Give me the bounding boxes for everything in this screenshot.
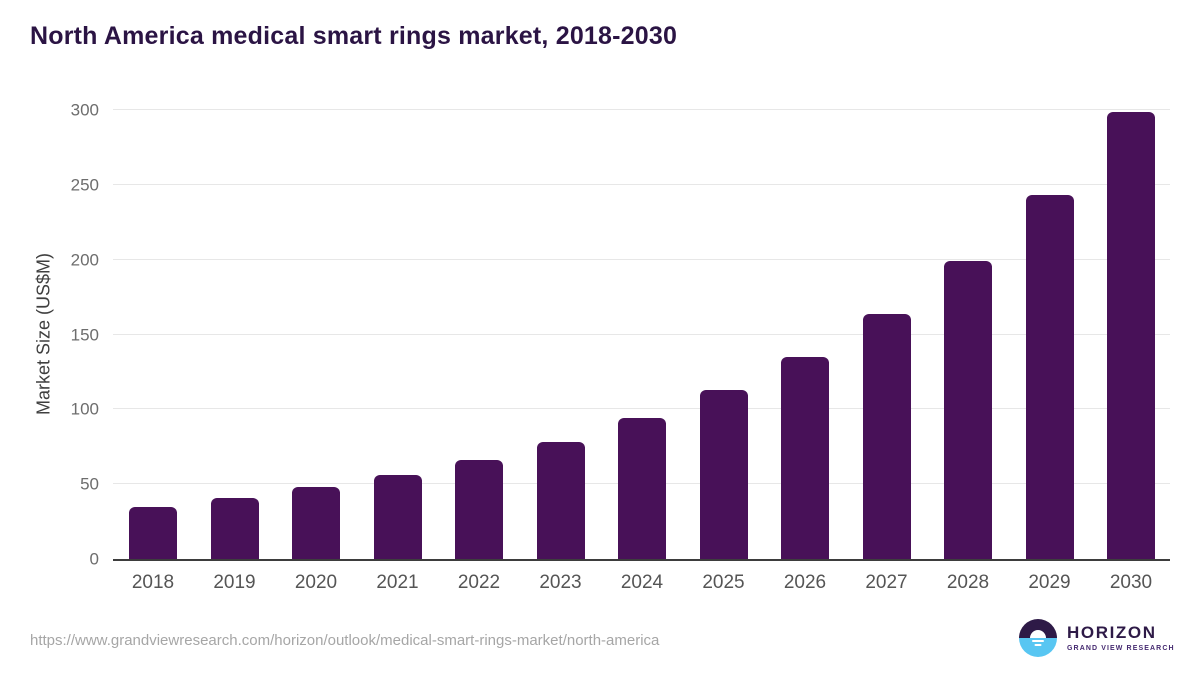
x-axis-tick-label: 2019 bbox=[213, 572, 256, 593]
bar-2027 bbox=[862, 313, 911, 559]
logo-icon-sky bbox=[1019, 619, 1057, 638]
x-axis-tick-label: 2027 bbox=[865, 572, 908, 593]
bar-2030 bbox=[1107, 111, 1155, 559]
logo-icon-sea bbox=[1019, 638, 1057, 657]
y-axis-tick-label: 200 bbox=[70, 250, 99, 270]
x-axis-tick-label: 2021 bbox=[376, 572, 419, 593]
x-axis-tick-label: 2024 bbox=[620, 572, 664, 593]
y-axis-tick-label: 300 bbox=[70, 100, 99, 120]
gridline bbox=[113, 333, 1170, 335]
bar-2020 bbox=[292, 487, 340, 559]
horizon-logo: HORIZON GRAND VIEW RESEARCH bbox=[1019, 619, 1175, 657]
x-axis-tick-label: 2022 bbox=[457, 572, 501, 593]
x-axis-tick-label: 2028 bbox=[946, 572, 990, 593]
bar-2022 bbox=[455, 460, 503, 559]
bar-2018 bbox=[129, 506, 177, 559]
x-axis-tick-label: 2023 bbox=[539, 572, 582, 593]
horizon-sun-icon bbox=[1019, 619, 1057, 657]
bar-2028 bbox=[944, 261, 992, 559]
sun-icon bbox=[1030, 630, 1046, 638]
x-axis-tick-label: 2026 bbox=[783, 572, 827, 593]
reflection-line-icon bbox=[1032, 640, 1044, 642]
plot-area: 0 50 100 150 200 250 300 2018 2019 2020 2021 2022 20… bbox=[71, 102, 1170, 593]
bar-2023 bbox=[536, 442, 585, 559]
y-axis-tick-label: 150 bbox=[70, 325, 99, 344]
logo-subtitle: GRAND VIEW RESEARCH bbox=[1067, 644, 1175, 652]
x-axis-tick-label: 2029 bbox=[1028, 572, 1071, 593]
x-axis-tick-label: 2025 bbox=[702, 572, 745, 593]
gridline bbox=[113, 183, 1170, 185]
x-axis-tick-label: 2018 bbox=[131, 572, 175, 593]
gridline bbox=[113, 109, 1170, 110]
x-axis-tick-label: 2020 bbox=[294, 572, 338, 593]
source-url: https://www.grandviewresearch.com/horizo… bbox=[30, 632, 660, 649]
bar-2025 bbox=[699, 389, 748, 559]
gridline bbox=[113, 408, 1170, 410]
y-axis-tick-label: 50 bbox=[80, 474, 99, 494]
y-axis-tick-label: 0 bbox=[89, 549, 99, 569]
y-axis-title: Market Size (US$M) bbox=[33, 252, 54, 416]
gridline bbox=[113, 258, 1170, 260]
reflection-line-icon bbox=[1034, 644, 1042, 646]
chart-title: North America medical smart rings market… bbox=[30, 22, 678, 50]
bar-2026 bbox=[781, 356, 829, 559]
y-axis-tick-label: 250 bbox=[70, 175, 99, 195]
x-axis-tick-label: 2030 bbox=[1109, 572, 1153, 593]
bar-2029 bbox=[1025, 195, 1074, 559]
logo-wordmark: HORIZON bbox=[1067, 623, 1157, 643]
logo-text-block: HORIZON GRAND VIEW RESEARCH bbox=[1067, 623, 1175, 652]
bar-2019 bbox=[210, 497, 259, 559]
bar-2021 bbox=[373, 475, 422, 559]
bar-2024 bbox=[618, 418, 666, 559]
y-axis-tick-label: 100 bbox=[70, 399, 99, 419]
